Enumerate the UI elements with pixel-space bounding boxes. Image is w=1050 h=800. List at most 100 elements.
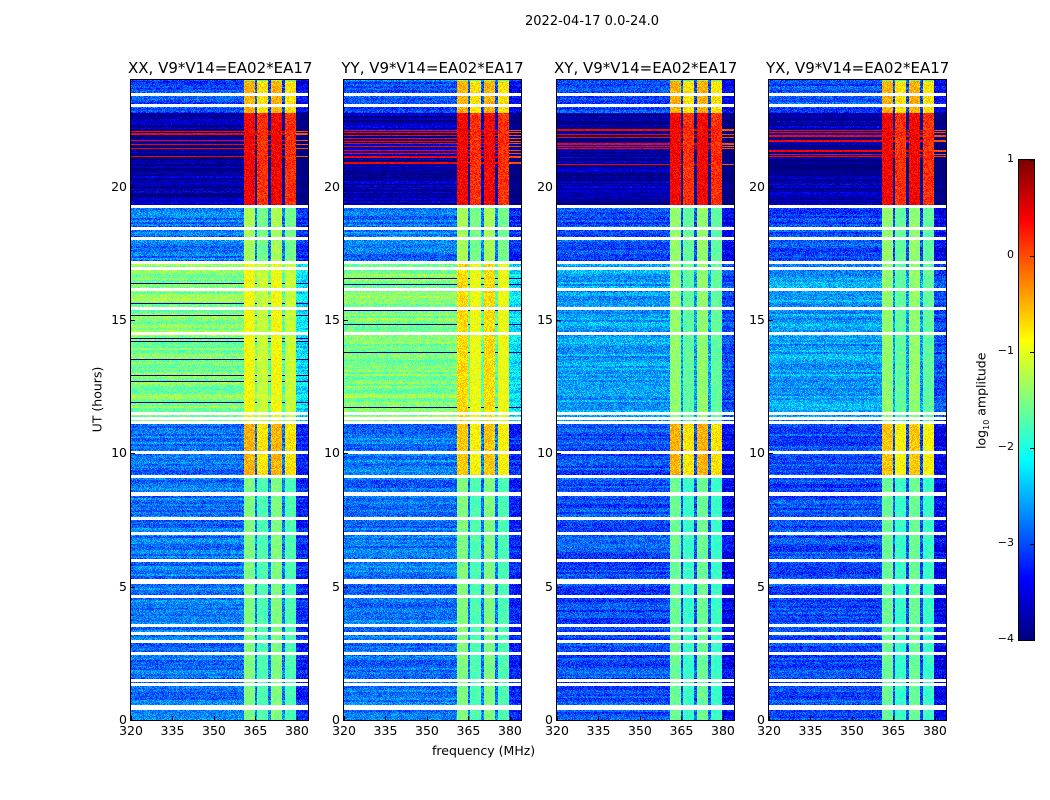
y-tick-mark [344,586,348,588]
y-tick-mark [131,320,135,321]
colorbar-label-main: log [973,429,989,449]
colorbar-tick-label: 1 [1007,152,1014,165]
x-tick-label: 350 [628,723,652,738]
y-tick-label: 0 [757,712,765,727]
colorbar-label: log10 amplitude [973,346,991,456]
y-axis-label: UT (hours) [89,366,105,433]
x-tick-label: 335 [373,723,398,738]
x-tick-label: 365 [881,723,906,738]
colorbar-tick-mark [1030,352,1034,353]
x-axis-label: frequency (MHz) [432,743,536,758]
y-tick-mark [131,453,135,455]
y-tick-mark [344,720,348,721]
panel-title: XX, V9*V14=EA02*EA17 [128,59,313,77]
heatmap-xx [131,80,308,720]
y-tick-mark [769,453,773,455]
y-tick-label: 0 [332,712,340,727]
x-tick-mark [934,716,936,720]
y-tick-label: 20 [537,178,553,194]
y-tick-mark [131,186,135,188]
colorbar-tick-mark [1030,256,1034,257]
panel-title: YY, V9*V14=EA02*EA17 [341,59,524,77]
colorbar-tick-label: −1 [997,344,1014,357]
x-tick-label: 335 [798,723,823,738]
y-tick-mark [769,186,773,188]
x-tick-mark [255,716,257,720]
y-tick-label: 15 [749,312,765,327]
colorbar-tick-label: −3 [997,536,1014,549]
y-tick-label: 0 [119,712,127,727]
x-tick-label: 380 [285,723,309,738]
heatmap-yx [769,80,946,720]
x-tick-mark [722,716,724,720]
x-tick-label: 320 [545,723,569,738]
x-tick-mark [213,716,215,720]
y-tick-label: 15 [111,312,127,327]
colorbar-label-rest: amplitude [973,352,989,420]
colorbar [1019,160,1034,640]
y-tick-label: 0 [545,712,553,727]
y-tick-mark [557,586,561,588]
x-tick-label: 320 [119,723,143,738]
x-tick-label: 380 [711,723,735,738]
x-tick-mark [131,716,132,720]
y-tick-mark [344,453,348,455]
x-tick-mark [468,716,470,720]
x-tick-label: 350 [202,723,226,738]
y-tick-mark [769,320,773,321]
y-tick-mark [131,720,135,721]
y-tick-mark [557,720,561,721]
y-tick-mark [344,186,348,188]
y-tick-label: 5 [119,578,127,594]
y-tick-mark [769,586,773,588]
x-tick-mark [296,716,298,720]
colorbar-label-sub: 10 [981,419,991,430]
x-tick-mark [344,716,345,720]
x-tick-mark [851,716,853,720]
figure-title: 2022-04-17 0.0-24.0 [525,14,659,29]
y-tick-label: 20 [324,178,340,194]
heatmap-xy [557,80,734,720]
y-tick-mark [557,186,561,188]
x-tick-mark [426,716,428,720]
colorbar-tick-mark [1030,160,1034,161]
x-tick-label: 320 [757,723,781,738]
x-tick-label: 350 [840,723,864,738]
x-tick-mark [810,716,812,720]
y-tick-label: 5 [332,578,340,594]
x-tick-label: 380 [923,723,947,738]
x-tick-mark [639,716,641,720]
colorbar-tick-mark [1030,640,1034,641]
y-tick-mark [769,720,773,721]
x-tick-mark [385,716,387,720]
y-tick-label: 5 [757,578,765,594]
x-tick-label: 365 [669,723,694,738]
x-tick-label: 350 [415,723,439,738]
x-tick-mark [681,716,683,720]
colorbar-tick-mark [1030,544,1034,545]
colorbar-tick-label: −2 [997,440,1014,453]
y-tick-label: 10 [111,445,127,461]
y-tick-mark [557,453,561,455]
x-tick-label: 335 [586,723,611,738]
x-tick-mark [769,716,770,720]
y-tick-mark [557,320,561,321]
x-tick-label: 365 [456,723,481,738]
colorbar-tick-label: −4 [997,632,1014,645]
y-tick-mark [344,320,348,321]
x-tick-mark [598,716,600,720]
y-tick-label: 20 [749,178,765,194]
y-tick-label: 5 [545,578,553,594]
y-tick-label: 15 [537,312,553,327]
y-tick-label: 10 [749,445,765,461]
colorbar-tick-mark [1030,448,1034,449]
y-tick-mark [131,586,135,588]
panel-title: YX, V9*V14=EA02*EA17 [766,59,950,77]
y-tick-label: 20 [111,178,127,194]
x-tick-label: 320 [332,723,356,738]
x-tick-mark [509,716,511,720]
x-tick-label: 335 [160,723,185,738]
x-tick-mark [557,716,558,720]
x-tick-mark [172,716,174,720]
